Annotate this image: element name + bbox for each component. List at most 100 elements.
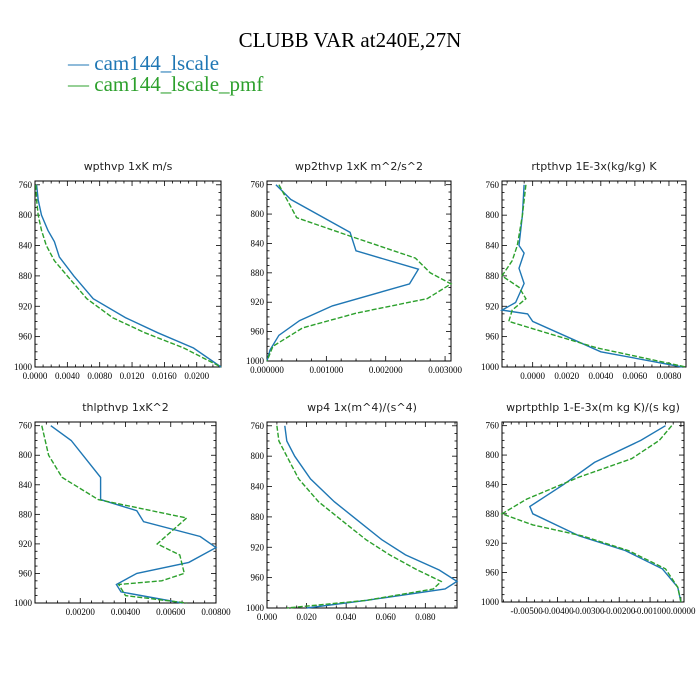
- x-tick-label: 0.0040: [588, 371, 613, 381]
- x-tick-label: 0.0120: [120, 371, 145, 381]
- plot-frame: [266, 180, 452, 362]
- series-line-lscale: [35, 184, 222, 368]
- panel-title: wp4 1x(m^4)/(s^4): [307, 401, 417, 414]
- series-line-lscale: [499, 184, 683, 368]
- series-line-lscale-pmf: [500, 425, 682, 603]
- y-tick-label: 1000: [481, 597, 500, 607]
- series-line-lscale: [284, 425, 459, 609]
- x-tick-label: 0.060: [376, 612, 397, 622]
- x-tick-label: 0.003000: [428, 365, 462, 375]
- y-tick-label: 760: [486, 421, 500, 431]
- y-tick-label: 880: [251, 512, 265, 522]
- x-tick-label: 0.000000: [250, 365, 284, 375]
- y-tick-label: 760: [19, 421, 33, 431]
- x-tick-label: 0.00000: [666, 606, 696, 616]
- x-tick-label: -0.00500: [511, 606, 544, 616]
- y-tick-label: 800: [251, 209, 265, 219]
- legend-entry-lscale-pmf: — cam144_lscale_pmf: [68, 72, 264, 96]
- series-line-lscale-pmf: [35, 184, 222, 368]
- y-tick-label: 800: [486, 450, 500, 460]
- plot-frame: [34, 421, 217, 604]
- x-tick-label: 0.0080: [657, 371, 682, 381]
- y-tick-label: 800: [251, 451, 265, 461]
- series-line-lscale: [528, 425, 682, 603]
- y-tick-label: 760: [251, 421, 265, 431]
- y-tick-label: 920: [19, 539, 33, 549]
- x-tick-label: 0.00800: [201, 607, 231, 617]
- x-tick-label: 0.0060: [623, 371, 648, 381]
- y-tick-label: 760: [19, 180, 33, 190]
- x-tick-label: 0.0000: [23, 371, 48, 381]
- y-tick-label: 760: [486, 180, 500, 190]
- plot-frame: [501, 180, 687, 368]
- x-tick-label: 0.001000: [309, 365, 343, 375]
- x-tick-label: 0.0080: [87, 371, 112, 381]
- y-tick-label: 800: [19, 210, 33, 220]
- y-tick-label: 800: [19, 450, 33, 460]
- figure-title: CLUBB VAR at240E,27N: [238, 28, 462, 52]
- series-line-lscale: [50, 425, 218, 604]
- x-tick-label: -0.00400: [541, 606, 574, 616]
- y-tick-label: 960: [19, 568, 33, 578]
- y-tick-label: 840: [486, 241, 500, 251]
- y-tick-label: 880: [486, 271, 500, 281]
- series-line-lscale-pmf: [266, 184, 453, 362]
- x-tick-label: 0.080: [415, 612, 436, 622]
- series-line-lscale-pmf: [276, 425, 443, 609]
- y-tick-label: 840: [251, 238, 265, 248]
- x-tick-label: -0.00200: [603, 606, 636, 616]
- y-tick-label: 840: [19, 480, 33, 490]
- x-tick-label: 0.0200: [184, 371, 209, 381]
- y-tick-label: 880: [251, 268, 265, 278]
- y-tick-label: 960: [486, 568, 500, 578]
- series-line-lscale-pmf: [501, 184, 687, 368]
- panel-thlpthvp: thlpthvp 1xK^2 760 800 840 880 920 960 1000 0.00…: [14, 401, 231, 617]
- y-tick-label: 1000: [246, 603, 265, 613]
- y-tick-label: 880: [486, 509, 500, 519]
- y-tick-label: 960: [486, 332, 500, 342]
- x-tick-label: 0.020: [296, 612, 317, 622]
- y-tick-label: 920: [251, 542, 265, 552]
- x-tick-label: 0.0160: [152, 371, 177, 381]
- y-tick-label: 1000: [481, 362, 500, 372]
- y-tick-label: 960: [19, 332, 33, 342]
- y-tick-label: 800: [486, 210, 500, 220]
- y-tick-label: 880: [19, 509, 33, 519]
- x-tick-label: 0.002000: [369, 365, 403, 375]
- y-tick-label: 840: [486, 479, 500, 489]
- y-tick-label: 960: [251, 573, 265, 583]
- x-tick-label: 0.00200: [66, 607, 96, 617]
- y-tick-label: 920: [19, 301, 33, 311]
- x-tick-label: 0.00600: [156, 607, 186, 617]
- x-tick-label: 0.000: [257, 612, 278, 622]
- plot-frame: [34, 180, 222, 368]
- y-tick-label: 920: [251, 297, 265, 307]
- series-line-lscale-pmf: [41, 425, 189, 604]
- y-tick-label: 1000: [14, 362, 33, 372]
- panel-title: wp2thvp 1xK m^2/s^2: [295, 160, 423, 173]
- y-tick-label: 920: [486, 538, 500, 548]
- x-tick-label: 0.00400: [111, 607, 141, 617]
- y-tick-label: 1000: [14, 598, 33, 608]
- x-tick-label: -0.00100: [634, 606, 667, 616]
- panel-wp2thvp: wp2thvp 1xK m^2/s^2 760 800 840 880 920 960 100…: [246, 160, 462, 375]
- panel-title: wpthvp 1xK m/s: [84, 160, 173, 173]
- panel-wp4: wp4 1x(m^4)/(s^4)76080084088092096010000…: [246, 401, 459, 622]
- x-tick-label: 0.0020: [554, 371, 579, 381]
- x-tick-label: 0.040: [336, 612, 357, 622]
- panel-wprtpthlp: wprtpthlp 1-E-3x(m kg K)/(s kg) 760 800 840…: [481, 401, 696, 616]
- y-tick-label: 960: [251, 327, 265, 337]
- legend-entry-lscale: — cam144_lscale: [68, 51, 220, 75]
- series-line-lscale: [266, 184, 420, 362]
- plot-frame: [501, 421, 685, 603]
- y-tick-label: 920: [486, 301, 500, 311]
- x-tick-label: -0.00300: [572, 606, 605, 616]
- y-tick-label: 840: [19, 241, 33, 251]
- x-tick-label: 0.0000: [520, 371, 545, 381]
- y-tick-label: 1000: [246, 356, 265, 366]
- y-tick-label: 760: [251, 180, 265, 190]
- x-tick-label: 0.0040: [55, 371, 80, 381]
- panel-title: wprtpthlp 1-E-3x(m kg K)/(s kg): [506, 401, 680, 414]
- panel-title: rtpthvp 1E-3x(kg/kg) K: [531, 160, 657, 173]
